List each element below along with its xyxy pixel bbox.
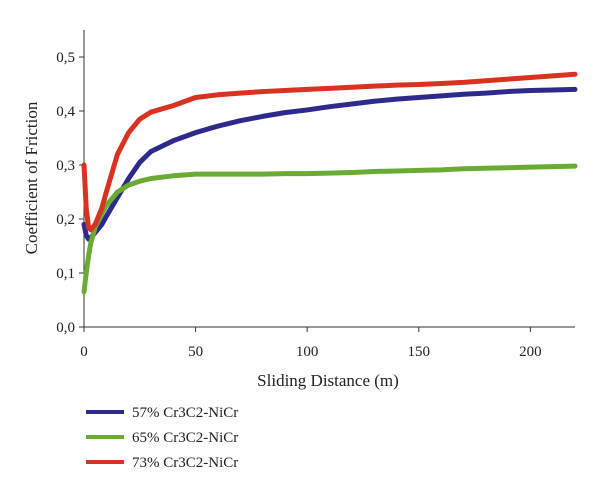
y-axis-ticks: 0,0 0,1 0,2 0,3 0,4 0,5 xyxy=(56,50,84,336)
x-tick-label: 100 xyxy=(296,344,319,360)
x-tick-label: 150 xyxy=(408,344,431,360)
y-tick-label: 0,4 xyxy=(56,104,75,120)
x-tick-label: 50 xyxy=(188,344,203,360)
y-tick-label: 0,0 xyxy=(56,320,75,336)
series-lines xyxy=(81,71,578,295)
legend: 57% Cr3C2-NiCr 65% Cr3C2-NiCr 73% Cr3C2-Ni… xyxy=(86,405,238,471)
x-axis-title: Sliding Distance (m) xyxy=(257,371,399,390)
series-line-2 xyxy=(81,163,578,295)
series-line-1 xyxy=(81,86,578,242)
y-tick-label: 0,1 xyxy=(56,266,75,282)
y-tick-label: 0,2 xyxy=(56,212,75,228)
y-axis-title: Coefficient of Friction xyxy=(22,101,41,254)
x-tick-label: 200 xyxy=(519,344,542,360)
legend-label-1: 57% Cr3C2-NiCr xyxy=(132,405,238,421)
y-tick-label: 0,5 xyxy=(56,50,75,66)
series-line-3 xyxy=(81,71,578,233)
legend-label-3: 73% Cr3C2-NiCr xyxy=(132,455,238,471)
x-tick-label: 0 xyxy=(80,344,88,360)
y-tick-label: 0,3 xyxy=(56,158,75,174)
x-axis-ticks: 0 50 100 150 200 xyxy=(80,327,542,360)
legend-label-2: 65% Cr3C2-NiCr xyxy=(132,430,238,446)
